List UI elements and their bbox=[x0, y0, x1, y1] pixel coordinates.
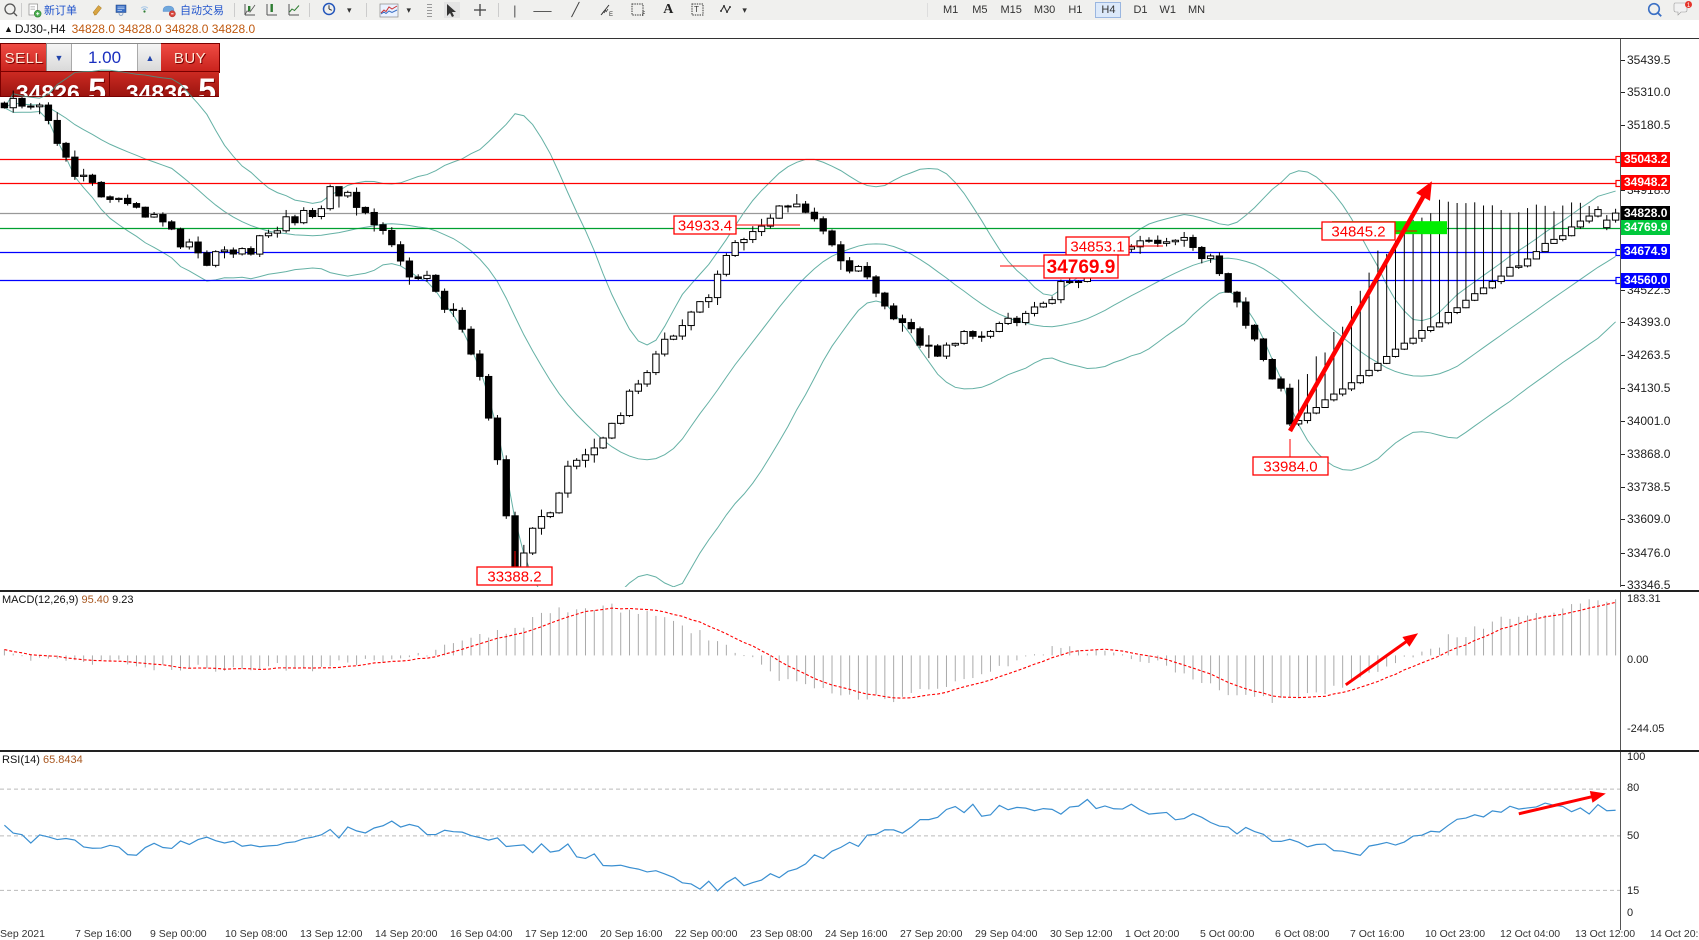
svg-text:33388.2: 33388.2 bbox=[487, 568, 541, 585]
svg-text:T: T bbox=[694, 5, 699, 14]
svg-text:34769.9: 34769.9 bbox=[1047, 257, 1116, 278]
svg-text:34853.1: 34853.1 bbox=[1070, 238, 1124, 255]
svg-text:34845.2: 34845.2 bbox=[1331, 223, 1385, 240]
svg-text:34933.4: 34933.4 bbox=[678, 217, 732, 234]
svg-text:E: E bbox=[609, 12, 613, 17]
svg-text:F: F bbox=[642, 12, 645, 17]
svg-text:33984.0: 33984.0 bbox=[1263, 458, 1317, 475]
